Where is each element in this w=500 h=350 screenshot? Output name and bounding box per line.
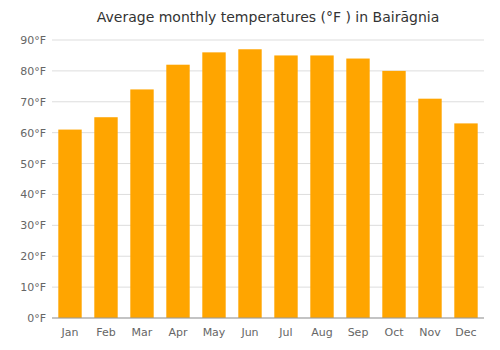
grid-line	[52, 40, 484, 41]
bar	[454, 123, 477, 318]
x-tick-label: Jun	[240, 326, 258, 339]
x-tick-label: Nov	[419, 326, 441, 339]
y-axis: 0°F 10°F 20°F 30°F 40°F 50°F 60°F 70°F 80°F 90°F	[20, 34, 484, 325]
bar	[58, 130, 81, 318]
bar	[94, 117, 117, 318]
chart: Average monthly temperatures (°F ) in Ba…	[0, 0, 500, 350]
y-tick-label: 80°F	[20, 65, 46, 78]
chart-container: Average monthly temperatures (°F ) in Ba…	[0, 0, 500, 350]
y-tick-label: 30°F	[20, 219, 46, 232]
bar	[310, 55, 333, 318]
x-tick-label: Oct	[384, 326, 404, 339]
grid-line	[52, 70, 484, 71]
x-tick-label: Apr	[168, 326, 188, 339]
x-tick-label: Feb	[96, 326, 115, 339]
bar	[382, 71, 405, 318]
x-tick-label: Jul	[278, 326, 292, 339]
y-tick-label: 40°F	[20, 188, 46, 201]
bar	[274, 55, 297, 318]
bar	[418, 99, 441, 318]
x-tick-label: May	[203, 326, 226, 339]
y-tick-label: 70°F	[20, 96, 46, 109]
grid-line	[52, 318, 484, 319]
y-tick-label: 0°F	[27, 312, 46, 325]
y-tick-label: 50°F	[20, 158, 46, 171]
bar	[166, 65, 189, 318]
bar	[346, 59, 369, 318]
title: Average monthly temperatures (°F ) in Ba…	[97, 9, 439, 25]
y-tick-label: 20°F	[20, 250, 46, 263]
bar	[238, 49, 261, 318]
y-tick-label: 10°F	[20, 281, 46, 294]
bar	[202, 52, 225, 318]
x-tick-label: Aug	[311, 326, 332, 339]
bar	[130, 89, 153, 318]
x-tick-label: Mar	[132, 326, 153, 339]
x-tick-label: Sep	[348, 326, 369, 339]
bars	[58, 49, 477, 318]
y-tick-label: 60°F	[20, 127, 46, 140]
x-axis-line	[52, 318, 484, 319]
x-tick-label: Jan	[61, 326, 79, 339]
x-axis: Jan Feb Mar Apr May Jun Jul Aug Sep Oct Nov Dec	[61, 326, 477, 339]
y-tick-label: 90°F	[20, 34, 46, 47]
x-tick-label: Dec	[455, 326, 476, 339]
